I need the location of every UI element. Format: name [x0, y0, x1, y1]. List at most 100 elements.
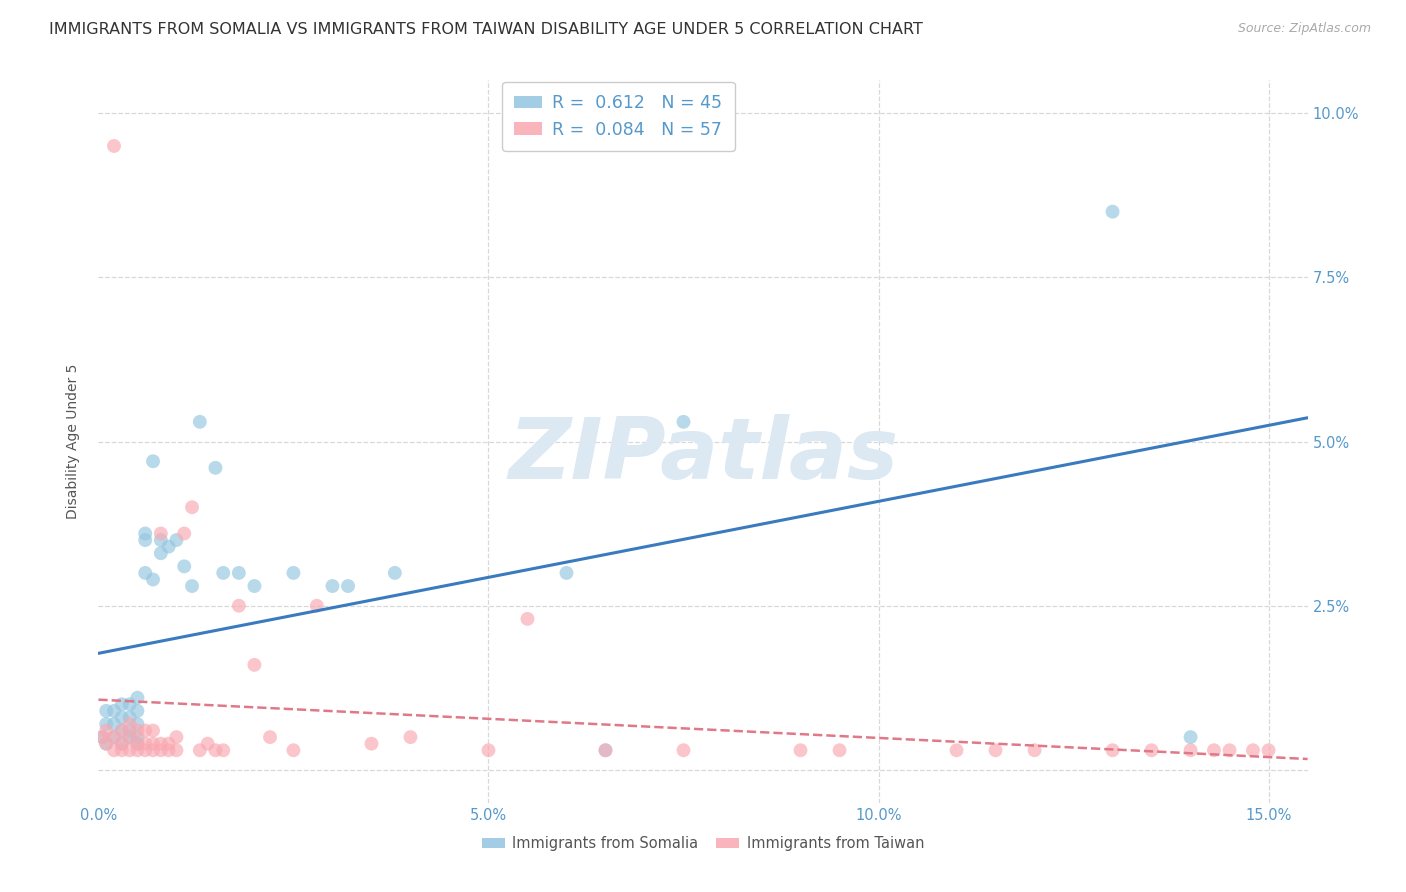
Point — [142, 743, 165, 757]
Point — [157, 737, 180, 751]
Point — [134, 533, 156, 547]
Point — [283, 743, 305, 757]
Point — [111, 737, 134, 751]
Point — [1241, 743, 1264, 757]
Point — [212, 566, 235, 580]
Point — [111, 723, 134, 738]
Point — [283, 566, 305, 580]
Point — [118, 698, 141, 712]
Point — [127, 737, 149, 751]
Point — [103, 730, 125, 744]
Point — [127, 730, 149, 744]
Point — [149, 737, 172, 751]
Point — [1024, 743, 1046, 757]
Point — [142, 737, 165, 751]
Point — [243, 657, 266, 672]
Point — [228, 566, 250, 580]
Point — [118, 743, 141, 757]
Point — [1180, 730, 1202, 744]
Point — [181, 579, 204, 593]
Point — [321, 579, 343, 593]
Point — [1219, 743, 1241, 757]
Point — [188, 415, 211, 429]
Point — [127, 737, 149, 751]
Point — [111, 723, 134, 738]
Point — [91, 730, 114, 744]
Point — [134, 743, 156, 757]
Point — [118, 730, 141, 744]
Point — [181, 500, 204, 515]
Point — [672, 415, 695, 429]
Point — [1140, 743, 1163, 757]
Point — [134, 566, 156, 580]
Point — [337, 579, 360, 593]
Point — [127, 717, 149, 731]
Point — [1180, 743, 1202, 757]
Point — [173, 559, 195, 574]
Point — [127, 704, 149, 718]
Point — [1101, 743, 1123, 757]
Point — [149, 533, 172, 547]
Point — [165, 743, 187, 757]
Point — [103, 704, 125, 718]
Point — [984, 743, 1007, 757]
Point — [111, 710, 134, 724]
Point — [118, 730, 141, 744]
Point — [118, 723, 141, 738]
Point — [91, 730, 114, 744]
Point — [672, 743, 695, 757]
Point — [1202, 743, 1225, 757]
Point — [384, 566, 406, 580]
Point — [157, 743, 180, 757]
Point — [212, 743, 235, 757]
Point — [149, 743, 172, 757]
Point — [555, 566, 578, 580]
Point — [111, 698, 134, 712]
Point — [103, 139, 125, 153]
Point — [118, 710, 141, 724]
Point — [96, 723, 118, 738]
Point — [127, 690, 149, 705]
Point — [149, 526, 172, 541]
Point — [134, 737, 156, 751]
Point — [516, 612, 538, 626]
Point — [165, 533, 187, 547]
Text: ZIPatlas: ZIPatlas — [508, 415, 898, 498]
Text: Source: ZipAtlas.com: Source: ZipAtlas.com — [1237, 22, 1371, 36]
Point — [945, 743, 967, 757]
Point — [103, 717, 125, 731]
Point — [204, 460, 226, 475]
Point — [305, 599, 328, 613]
Point — [142, 573, 165, 587]
Point — [228, 599, 250, 613]
Point — [96, 737, 118, 751]
Point — [103, 743, 125, 757]
Point — [134, 723, 156, 738]
Point — [96, 737, 118, 751]
Y-axis label: Disability Age Under 5: Disability Age Under 5 — [66, 364, 80, 519]
Point — [127, 723, 149, 738]
Point — [789, 743, 811, 757]
Text: IMMIGRANTS FROM SOMALIA VS IMMIGRANTS FROM TAIWAN DISABILITY AGE UNDER 5 CORRELA: IMMIGRANTS FROM SOMALIA VS IMMIGRANTS FR… — [49, 22, 924, 37]
Point — [828, 743, 851, 757]
Point — [134, 526, 156, 541]
Point — [1257, 743, 1279, 757]
Point — [173, 526, 195, 541]
Point — [595, 743, 617, 757]
Point — [360, 737, 382, 751]
Point — [149, 546, 172, 560]
Point — [127, 743, 149, 757]
Point — [259, 730, 281, 744]
Point — [111, 737, 134, 751]
Point — [1101, 204, 1123, 219]
Point — [399, 730, 422, 744]
Point — [204, 743, 226, 757]
Point — [157, 540, 180, 554]
Point — [96, 717, 118, 731]
Point — [477, 743, 499, 757]
Point — [197, 737, 219, 751]
Point — [188, 743, 211, 757]
Point — [103, 730, 125, 744]
Point — [243, 579, 266, 593]
Point — [142, 454, 165, 468]
